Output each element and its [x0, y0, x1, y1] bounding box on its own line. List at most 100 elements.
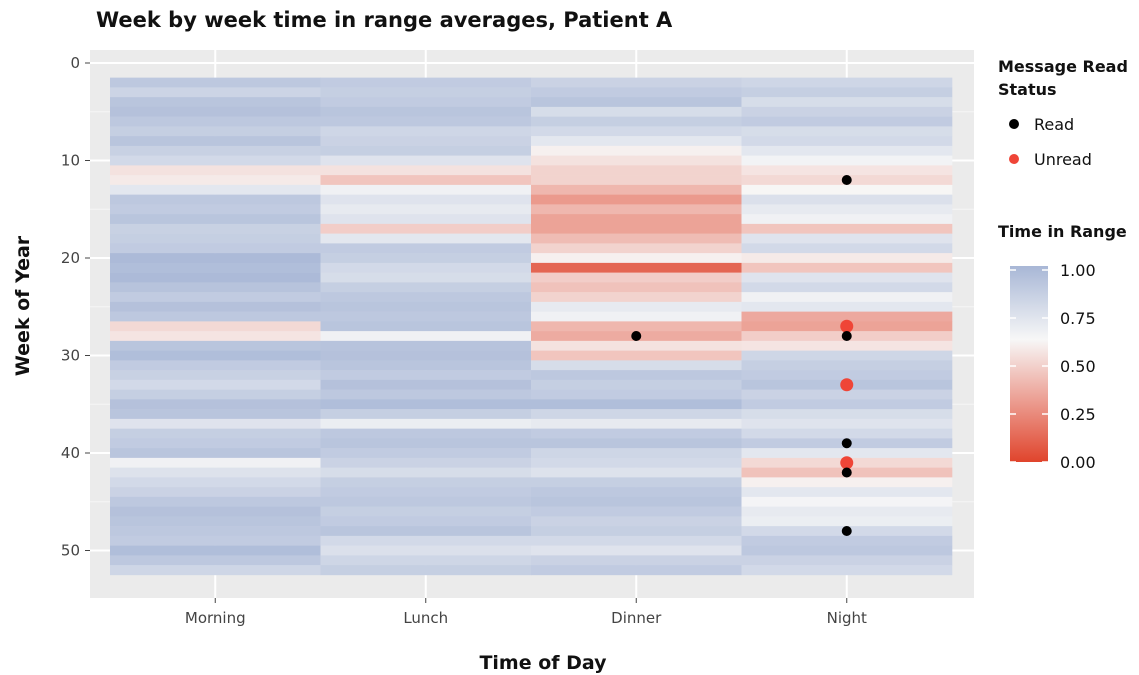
heatmap-cell — [110, 214, 321, 225]
heatmap-cell — [531, 311, 742, 322]
heatmap-cell — [741, 389, 953, 400]
heatmap-cell — [320, 516, 532, 527]
heatmap-cell — [320, 555, 532, 566]
heatmap-cell — [110, 262, 321, 273]
heatmap-cell — [531, 214, 742, 225]
heatmap-cell — [741, 516, 953, 527]
heatmap-cell — [531, 136, 742, 147]
heatmap-cell — [741, 97, 953, 108]
message-point-read — [841, 467, 852, 478]
heatmap-cell — [741, 87, 953, 98]
heatmap-cell — [741, 253, 953, 264]
heatmap-cell — [320, 399, 532, 410]
heatmap-cell — [110, 428, 321, 439]
heatmap-cell — [110, 87, 321, 98]
heatmap-cell — [320, 477, 532, 488]
heatmap-cell — [741, 428, 953, 439]
heatmap-cell — [320, 535, 532, 546]
heatmap-cell — [531, 350, 742, 361]
heatmap-cell — [741, 233, 953, 244]
heatmap-cell — [531, 389, 742, 400]
heatmap-cell — [320, 331, 532, 342]
heatmap-cell — [531, 565, 742, 576]
heatmap-cell — [531, 272, 742, 283]
heatmap-cell — [741, 301, 953, 312]
heatmap-cell — [110, 321, 321, 332]
heatmap-cell — [320, 467, 532, 478]
heatmap-cell — [110, 331, 321, 342]
heatmap-cell — [320, 457, 532, 468]
heatmap-cell — [110, 389, 321, 400]
heatmap-cell — [110, 516, 321, 527]
heatmap-cell — [110, 438, 321, 449]
heatmap-cell — [531, 379, 742, 390]
heatmap-cell — [110, 565, 321, 576]
heatmap-cell — [320, 438, 532, 449]
heatmap-cell — [741, 409, 953, 420]
heatmap-cell — [320, 97, 532, 108]
heatmap-cell — [320, 77, 532, 88]
heatmap-cell — [320, 87, 532, 98]
heatmap-cell — [531, 418, 742, 429]
heatmap-cell — [531, 409, 742, 420]
heatmap-cell — [741, 418, 953, 429]
heatmap-cell — [110, 184, 321, 195]
colorbar-tick-label: 0.50 — [1060, 357, 1096, 376]
heatmap-cell — [531, 233, 742, 244]
y-tick-label: 20 — [61, 249, 80, 267]
heatmap-cell — [320, 370, 532, 381]
heatmap-cell — [320, 194, 532, 205]
heatmap-cell — [531, 204, 742, 215]
heatmap-cell — [320, 175, 532, 186]
colorbar-tick-label: 1.00 — [1060, 261, 1096, 280]
heatmap-cell — [531, 106, 742, 117]
heatmap-cell — [531, 116, 742, 127]
heatmap-cell — [531, 428, 742, 439]
heatmap-cell — [741, 399, 953, 410]
heatmap-cell — [320, 145, 532, 156]
heatmap-cell — [320, 565, 532, 576]
x-tick-label: Lunch — [403, 609, 448, 627]
heatmap-cell — [110, 350, 321, 361]
heatmap-cell — [531, 399, 742, 410]
heatmap-cell — [741, 350, 953, 361]
heatmap-cell — [110, 253, 321, 264]
heatmap-cell — [320, 155, 532, 166]
message-point-read — [841, 175, 852, 185]
heatmap-cell — [531, 292, 742, 303]
message-point-read — [841, 438, 852, 449]
heatmap-cell — [741, 360, 953, 371]
legend-message-status-title-line-1: Message Read — [998, 57, 1128, 76]
heatmap-cell — [320, 136, 532, 147]
message-point-unread — [840, 319, 854, 333]
heatmap-cell — [741, 184, 953, 195]
x-axis-title: Time of Day — [479, 652, 607, 674]
heatmap-cell — [110, 360, 321, 371]
colorbar-tick-label: 0.25 — [1060, 405, 1096, 424]
heatmap-cell — [531, 184, 742, 195]
heatmap-cell — [531, 155, 742, 166]
heatmap-cell — [741, 448, 953, 459]
heatmap-cell — [110, 477, 321, 488]
colorbar-tick-label: 0.75 — [1060, 309, 1096, 328]
heatmap-cell — [320, 526, 532, 537]
heatmap-cell — [110, 77, 321, 88]
heatmap-cell — [741, 194, 953, 205]
heatmap-cell — [110, 487, 321, 498]
heatmap-cell — [531, 340, 742, 351]
heatmap-cell — [320, 487, 532, 498]
heatmap-cell — [320, 282, 532, 293]
heatmap-cell — [741, 106, 953, 117]
heatmap-cell — [741, 204, 953, 215]
heatmap-cell — [320, 243, 532, 254]
heatmap-cell — [741, 370, 953, 381]
heatmap-cell — [110, 175, 321, 186]
heatmap-cell — [531, 97, 742, 108]
legend-time-in-range: Time in Range 1.00 0.75 0.50 0.25 0.00 — [998, 222, 1127, 472]
heatmap-cell — [110, 194, 321, 205]
colorbar-tick-label: 0.00 — [1060, 453, 1096, 472]
heatmap-cell — [531, 282, 742, 293]
heatmap-cell — [531, 467, 742, 478]
heatmap-cell — [110, 292, 321, 303]
chart-title: Week by week time in range averages, Pat… — [96, 8, 673, 32]
